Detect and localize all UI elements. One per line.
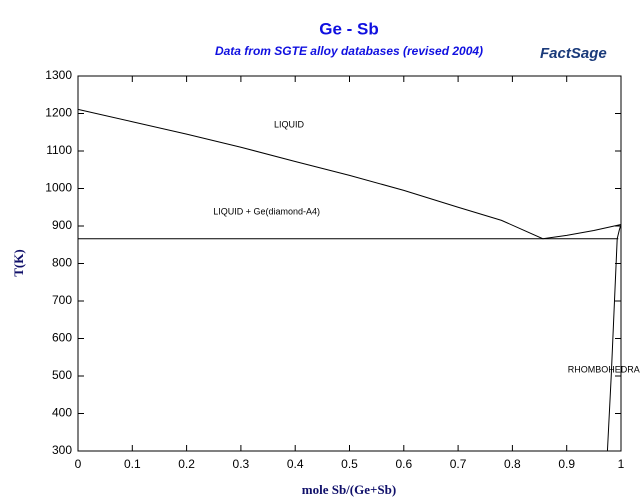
y-tick-label: 1300 <box>45 68 72 82</box>
chart-subtitle: Data from SGTE alloy databases (revised … <box>215 44 483 58</box>
y-axis-label: T(K) <box>11 249 26 276</box>
x-tick-label: 0.2 <box>178 457 195 471</box>
y-tick-label: 800 <box>52 256 72 270</box>
x-tick-label: 0.4 <box>287 457 304 471</box>
region-label: LIQUID + Ge(diamond-A4) <box>213 207 320 217</box>
region-label: LIQUID <box>274 120 305 130</box>
logo: FactSage <box>540 45 607 62</box>
region-label: RHOMBOHEDRA <box>568 364 640 374</box>
x-tick-label: 0.7 <box>450 457 467 471</box>
y-tick-label: 300 <box>52 443 72 457</box>
x-tick-label: 0.6 <box>395 457 412 471</box>
y-tick-label: 1200 <box>45 106 72 120</box>
y-tick-label: 900 <box>52 218 72 232</box>
phase-boundary <box>77 108 622 240</box>
y-tick-label: 600 <box>52 331 72 345</box>
y-tick-label: 1000 <box>45 181 72 195</box>
x-tick-label: 0.8 <box>504 457 521 471</box>
chart-title: Ge - Sb <box>319 19 379 38</box>
x-tick-label: 0.1 <box>124 457 141 471</box>
phase-boundary <box>606 224 622 452</box>
x-axis-label: mole Sb/(Ge+Sb) <box>302 482 396 497</box>
y-tick-label: 400 <box>52 406 72 420</box>
x-tick-label: 0.9 <box>558 457 575 471</box>
x-tick-label: 0.5 <box>341 457 358 471</box>
x-tick-label: 0.3 <box>233 457 250 471</box>
y-tick-label: 500 <box>52 368 72 382</box>
x-tick-label: 0 <box>75 457 82 471</box>
plot-frame <box>77 75 622 452</box>
x-tick-label: 1 <box>618 457 625 471</box>
y-tick-label: 700 <box>52 293 72 307</box>
y-tick-label: 1100 <box>46 143 72 157</box>
